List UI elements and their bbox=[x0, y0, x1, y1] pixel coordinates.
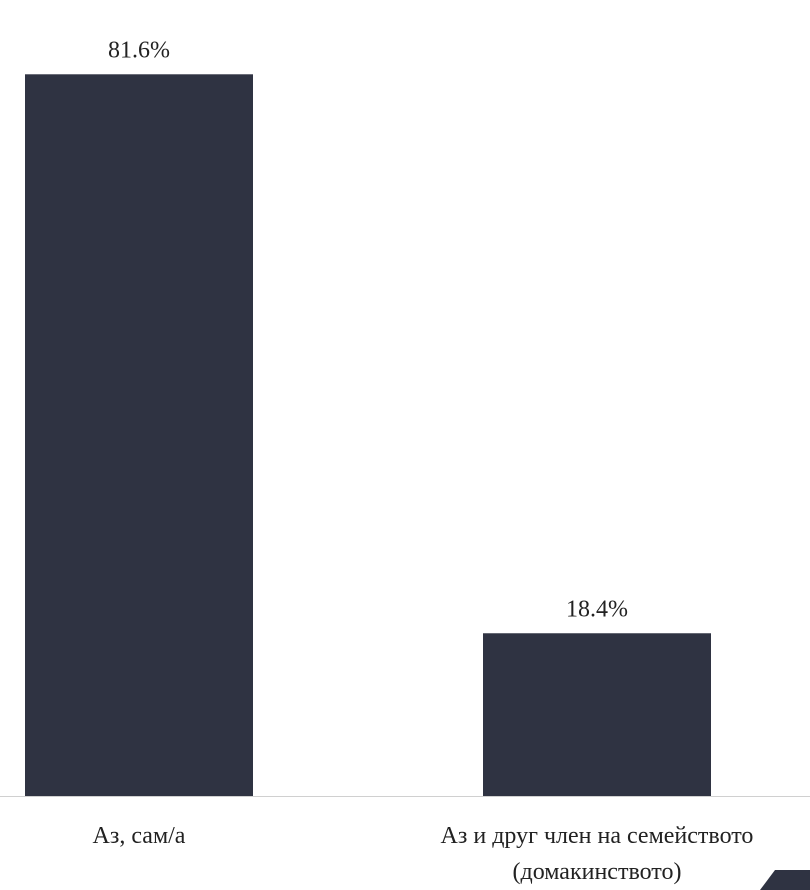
value-label-1: 18.4% bbox=[566, 596, 628, 622]
value-label-0: 81.6% bbox=[108, 37, 170, 63]
bars-group bbox=[25, 74, 711, 796]
category-label-1-line-0: Аз и друг член на семейството bbox=[441, 823, 754, 849]
value-labels-group: 81.6% 18.4% bbox=[108, 37, 628, 622]
bar-1 bbox=[483, 633, 711, 796]
corner-accent-shape bbox=[760, 870, 810, 890]
category-label-1-line-1: (домакинството) bbox=[513, 859, 682, 885]
category-label-0-line-0: Аз, сам/а bbox=[93, 823, 186, 849]
category-labels-group: Аз, сам/а Аз и друг член на семейството (д… bbox=[93, 823, 754, 885]
bar-0 bbox=[25, 74, 253, 796]
